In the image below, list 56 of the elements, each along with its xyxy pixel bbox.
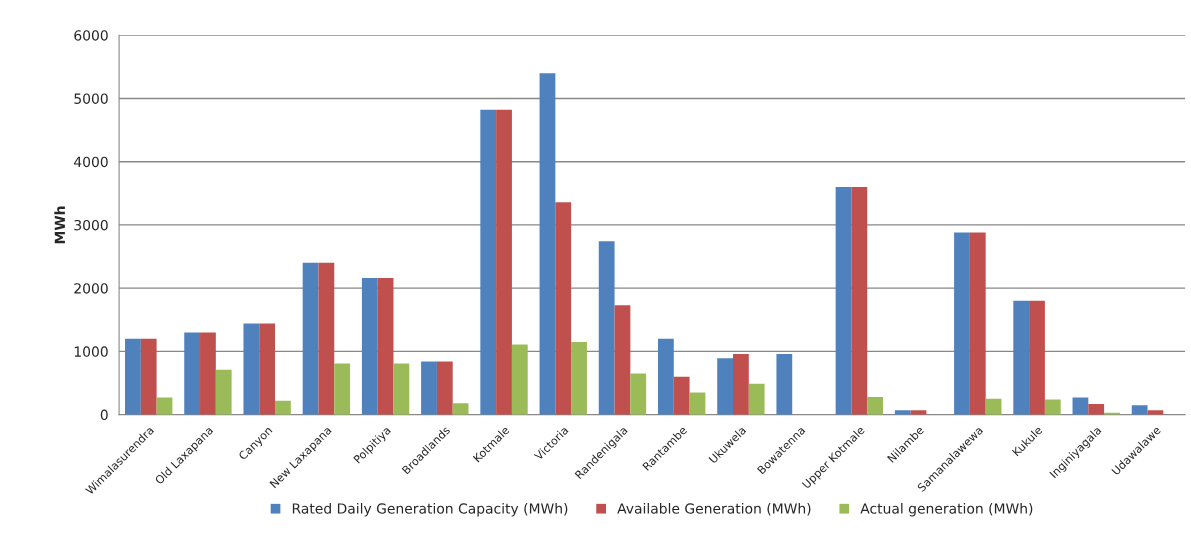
bar (1131, 405, 1148, 415)
legend-label: Available Generation (MWh) (617, 503, 811, 516)
legend-label: Actual generation (MWh) (860, 503, 1033, 517)
y-tick-label: 5000 (74, 93, 108, 104)
bar (657, 338, 674, 415)
bar (748, 383, 765, 415)
bar (496, 109, 512, 415)
bar (421, 361, 437, 415)
bar (200, 332, 216, 415)
bar (673, 376, 690, 415)
bar (259, 323, 276, 415)
bar (393, 363, 410, 415)
bar (539, 73, 556, 415)
bar (452, 403, 469, 415)
bar (511, 344, 528, 415)
y-tick-label: 2000 (74, 283, 108, 294)
bar (689, 392, 706, 415)
bar (125, 338, 141, 415)
bar (598, 241, 615, 415)
bar (436, 361, 453, 415)
bar (733, 353, 749, 415)
bar (985, 398, 1002, 415)
y-tick-label: 3000 (74, 219, 108, 231)
bar (717, 358, 734, 415)
bar (318, 262, 335, 415)
bar (275, 400, 291, 415)
bar (480, 109, 497, 415)
bar (302, 262, 319, 415)
bar (1044, 399, 1061, 415)
bar (555, 202, 572, 415)
bar (614, 305, 631, 415)
y-tick-label: 6000 (74, 30, 108, 41)
bar (334, 363, 351, 415)
bar (243, 323, 260, 415)
bar (1088, 403, 1105, 415)
bar (1013, 300, 1030, 415)
bar (1029, 300, 1045, 415)
y-tick-label: 4000 (74, 156, 108, 168)
bar (776, 353, 793, 415)
y-tick-label: 0 (100, 409, 108, 421)
y-axis-title: MWh (54, 206, 65, 244)
bar (215, 369, 232, 415)
bar (630, 373, 647, 415)
bar (894, 410, 911, 415)
bar (867, 396, 884, 415)
legend-label: Rated Daily Generation Capacity (MWh) (292, 503, 568, 517)
bar (377, 278, 394, 415)
y-tick-label: 1000 (74, 346, 108, 357)
bar (954, 232, 970, 415)
bar (361, 278, 378, 415)
bar (140, 338, 157, 415)
bar (835, 186, 852, 415)
bar (184, 332, 201, 415)
bar (571, 341, 587, 415)
bar (969, 232, 986, 415)
bar (851, 186, 868, 415)
